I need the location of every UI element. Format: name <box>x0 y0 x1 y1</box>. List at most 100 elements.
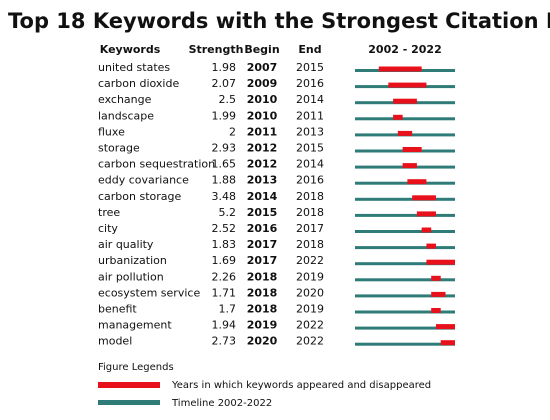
end-year: 2018 <box>296 206 324 219</box>
end-year: 2018 <box>296 190 324 203</box>
end-year: 2011 <box>296 109 324 122</box>
keyword: carbon storage <box>98 190 182 203</box>
begin-year: 2014 <box>247 190 278 203</box>
timeline-bar <box>355 278 455 282</box>
burst-bar <box>426 243 436 249</box>
end-year: 2019 <box>296 303 324 316</box>
burst-bar <box>397 130 413 136</box>
strength: 5.2 <box>219 206 237 219</box>
burst-bar <box>402 147 422 152</box>
end-year: 2014 <box>296 158 324 171</box>
column-header: Keywords <box>100 43 161 56</box>
keyword: landscape <box>98 109 154 122</box>
begin-year: 2010 <box>247 93 278 106</box>
strength: 1.99 <box>212 109 237 122</box>
end-year: 2022 <box>296 335 324 348</box>
begin-year: 2015 <box>247 206 278 219</box>
begin-year: 2011 <box>247 125 278 138</box>
timeline-bar <box>355 310 455 314</box>
strength: 1.71 <box>212 286 237 299</box>
keyword: exchange <box>98 93 152 106</box>
legend-swatch <box>98 382 160 388</box>
chart-title: Top 18 Keywords with the Strongest Citat… <box>8 9 550 33</box>
strength: 1.65 <box>212 158 237 171</box>
burst-bar <box>402 163 417 169</box>
end-year: 2015 <box>296 61 324 74</box>
column-header: Begin <box>244 43 279 56</box>
strength: 2.52 <box>212 222 237 235</box>
keyword: air quality <box>98 238 154 251</box>
burst-bar <box>426 259 455 265</box>
legend-label: Timeline 2002-2022 <box>171 398 272 409</box>
timeline-bar <box>355 197 455 201</box>
timeline-bar <box>355 230 455 233</box>
begin-year: 2016 <box>247 222 278 235</box>
burst-bar <box>412 195 436 201</box>
strength: 1.94 <box>212 319 237 332</box>
end-year: 2013 <box>296 125 324 138</box>
strength: 1.69 <box>212 254 237 267</box>
burst-bar <box>440 340 455 346</box>
burst-bar <box>431 275 441 281</box>
timeline-bar <box>355 117 455 121</box>
begin-year: 2007 <box>247 61 278 74</box>
begin-year: 2017 <box>247 254 278 267</box>
strength: 2.93 <box>212 142 237 155</box>
begin-year: 2018 <box>247 303 278 316</box>
strength: 2.07 <box>212 77 237 90</box>
keyword: carbon sequestration <box>98 158 215 171</box>
legend-swatch <box>98 400 160 405</box>
strength: 2.26 <box>212 270 237 283</box>
begin-year: 2013 <box>247 174 278 187</box>
begin-year: 2018 <box>247 286 278 299</box>
keyword: model <box>98 335 132 348</box>
timeline-bar <box>355 213 455 217</box>
begin-year: 2012 <box>247 142 278 155</box>
legend-title: Figure Legends <box>98 362 174 373</box>
end-year: 2016 <box>296 77 324 90</box>
timeline-bar <box>355 181 455 185</box>
timeline-bar <box>355 246 455 250</box>
keyword: urbanization <box>98 254 167 267</box>
burst-bar <box>407 179 427 185</box>
end-year: 2017 <box>296 222 324 235</box>
burst-bar <box>378 66 422 72</box>
keyword: air pollution <box>98 270 164 283</box>
strength: 3.48 <box>212 190 237 203</box>
end-year: 2014 <box>296 93 324 106</box>
end-year: 2018 <box>296 238 324 251</box>
keyword: city <box>98 222 118 235</box>
column-header: Strength <box>189 43 244 56</box>
begin-year: 2020 <box>247 335 278 348</box>
begin-year: 2010 <box>247 109 278 122</box>
end-year: 2022 <box>296 319 324 332</box>
begin-year: 2012 <box>247 158 278 171</box>
keyword: eddy covariance <box>98 174 189 187</box>
burst-bar <box>393 98 417 104</box>
keyword: management <box>98 319 172 332</box>
end-year: 2016 <box>296 174 324 187</box>
burst-bar <box>393 114 403 120</box>
end-year: 2015 <box>296 142 324 155</box>
strength: 2.5 <box>219 93 237 106</box>
burst-bar <box>431 308 441 313</box>
end-year: 2019 <box>296 270 324 283</box>
begin-year: 2018 <box>247 270 278 283</box>
keyword: united states <box>98 61 170 74</box>
strength: 2.73 <box>212 335 237 348</box>
timeline-bar <box>355 294 455 298</box>
begin-year: 2009 <box>247 77 278 90</box>
keyword: ecosystem service <box>98 286 200 299</box>
strength: 1.88 <box>212 174 237 187</box>
column-header: 2002 - 2022 <box>368 43 441 56</box>
end-year: 2022 <box>296 254 324 267</box>
keyword: storage <box>98 142 140 155</box>
column-header: End <box>298 43 321 56</box>
keyword: benefit <box>98 303 137 316</box>
keyword: fluxe <box>98 125 125 138</box>
legend-label: Years in which keywords appeared and dis… <box>171 380 431 391</box>
timeline-bar <box>355 326 455 330</box>
strength: 1.7 <box>219 303 237 316</box>
burst-bar <box>431 291 446 297</box>
